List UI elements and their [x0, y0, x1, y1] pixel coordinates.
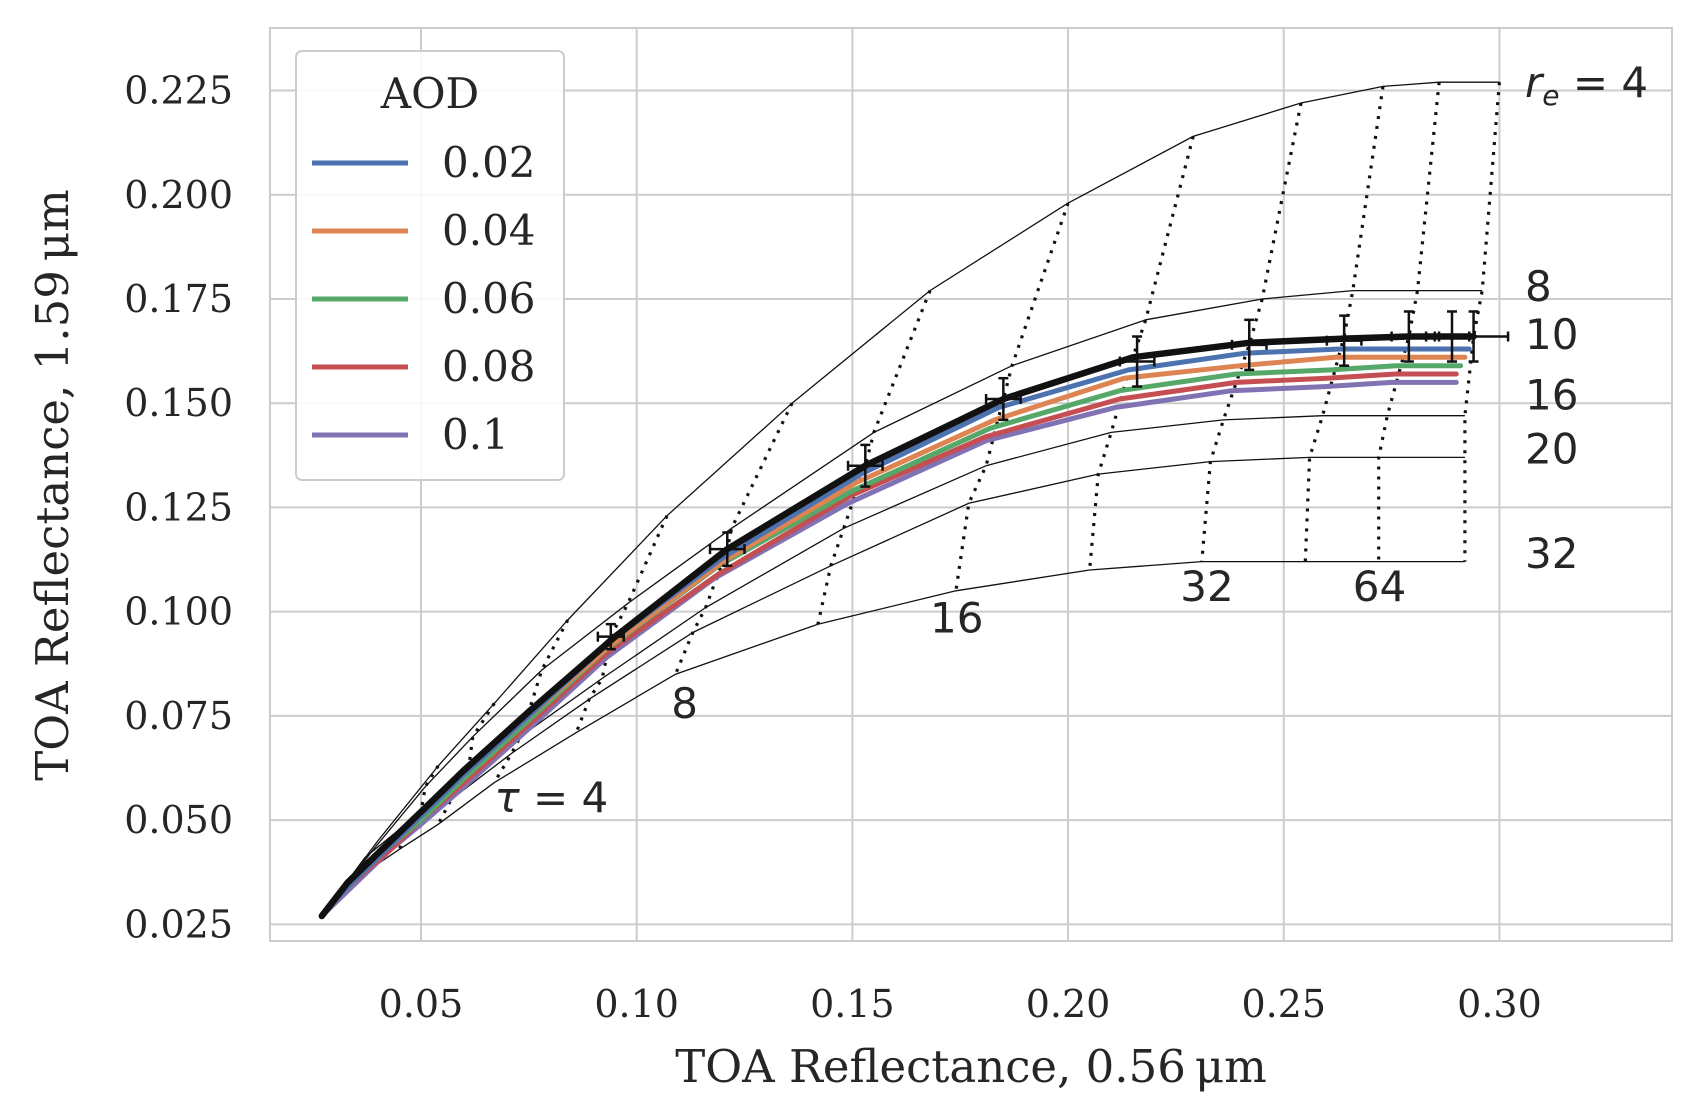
error-bar: [1118, 335, 1156, 388]
error-bar: [1230, 318, 1268, 372]
error-bar: [1325, 314, 1363, 367]
error-bars: [596, 310, 1510, 651]
re-label: 20: [1525, 425, 1578, 474]
legend: AOD 0.02 0.04 0.06 0.08 0.1: [295, 50, 565, 481]
tau-isoline: [492, 619, 570, 784]
tau-isoline: [436, 702, 496, 826]
x-tick-label: 0.05: [379, 982, 464, 1026]
legend-entry: 0.06: [312, 274, 536, 323]
y-tick-label: 0.175: [124, 277, 233, 321]
y-tick-label: 0.025: [124, 902, 233, 946]
y-tick-label: 0.100: [124, 590, 233, 634]
tau-label: 16: [930, 593, 983, 642]
y-tick-label: 0.150: [124, 381, 233, 425]
legend-label: 0.06: [442, 274, 536, 323]
legend-label: 0.04: [442, 206, 536, 255]
tau-isoline: [816, 290, 932, 625]
re-label: re = 4: [1525, 58, 1648, 112]
x-tick-label: 0.30: [1457, 982, 1542, 1026]
x-axis-label: TOA Reflectance, 0.56 μm: [675, 1040, 1267, 1093]
re-label: 10: [1525, 310, 1578, 359]
re-isoline: [321, 81, 1500, 917]
tau-isoline: [1303, 86, 1385, 562]
tick-labels: 0.05 0.10 0.15 0.20 0.25 0.30 0.025 0.050 0.075 0…: [124, 69, 1542, 1026]
tau-label: 8: [671, 679, 698, 728]
error-bar: [708, 531, 746, 568]
x-tick-label: 0.10: [594, 982, 679, 1026]
legend-entry: 0.02: [312, 138, 536, 187]
error-bar: [1437, 310, 1510, 363]
re-isoline: [321, 560, 1465, 917]
re-label: 32: [1525, 529, 1578, 578]
y-tick-label: 0.050: [124, 798, 233, 842]
re-isoline: [321, 289, 1483, 917]
y-tick-label: 0.200: [124, 173, 233, 217]
y-tick-label: 0.125: [124, 485, 233, 529]
legend-label: 0.02: [442, 138, 536, 187]
legend-title: AOD: [380, 69, 479, 118]
error-bar: [1390, 310, 1428, 363]
error-bar: [596, 622, 625, 651]
x-tick-label: 0.15: [810, 982, 895, 1026]
legend-entry: 0.04: [312, 206, 536, 255]
y-tick-label: 0.225: [124, 69, 233, 113]
tau-label: τ = 4: [494, 773, 608, 822]
plot-frame: [269, 27, 1673, 942]
legend-entries: 0.02 0.04 0.06 0.08 0.1: [312, 138, 536, 459]
legend-entry: 0.1: [312, 410, 509, 459]
legend-box: [295, 50, 565, 481]
tau-isoline: [397, 765, 440, 850]
error-bar: [984, 376, 1022, 422]
error-bar: [846, 443, 884, 488]
legend-label: 0.1: [442, 410, 509, 459]
x-tick-label: 0.20: [1026, 982, 1111, 1026]
tau-label: 64: [1353, 562, 1406, 611]
re-label: 16: [1525, 370, 1578, 419]
y-tick-label: 0.075: [124, 694, 233, 738]
tau-label: 32: [1180, 562, 1233, 611]
legend-entry: 0.08: [312, 342, 536, 391]
x-tick-label: 0.25: [1241, 982, 1326, 1026]
y-axis-label: TOA Reflectance, 1.59 μm: [26, 189, 79, 781]
re-label: 8: [1525, 262, 1552, 311]
legend-label: 0.08: [442, 342, 536, 391]
